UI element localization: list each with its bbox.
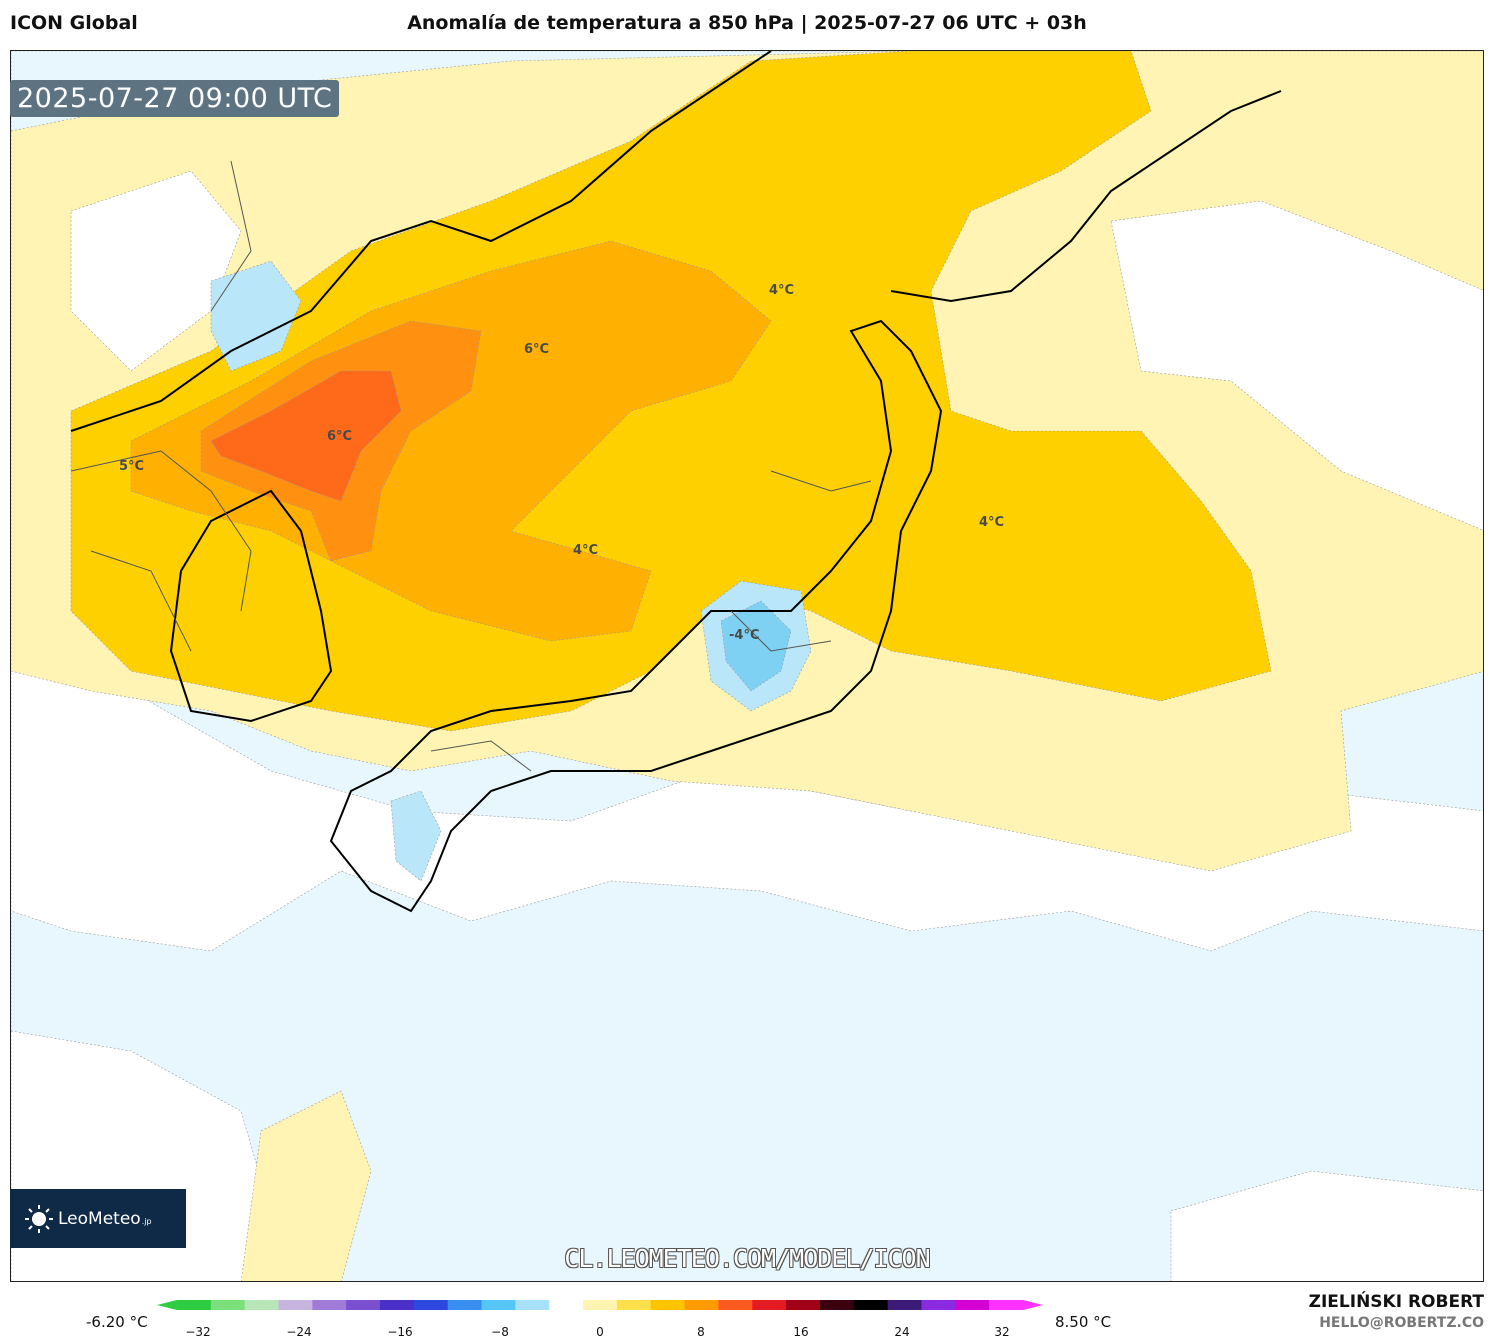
- temperature-anomaly-map: 4°C 6°C 6°C 5°C 4°C 4°C -4°C: [10, 50, 1484, 1282]
- contour-label: 4°C: [769, 283, 795, 298]
- valid-time-badge: 2025-07-27 09:00 UTC: [10, 80, 340, 117]
- colorbar-swatch: [244, 1300, 280, 1310]
- contour-label: 4°C: [979, 515, 1005, 530]
- colorbar-swatch: [583, 1300, 618, 1310]
- hottest-core: [210, 370, 402, 502]
- colorbar-max-arrow: [1023, 1300, 1043, 1310]
- admin-borders: [70, 160, 872, 772]
- colorbar-swatch: [616, 1300, 652, 1310]
- colorbar-swatch: [413, 1300, 449, 1310]
- sun-icon: [25, 1204, 53, 1233]
- map-canvas: [11, 51, 1483, 1281]
- colorbar-swatch: [515, 1300, 550, 1310]
- neutral-north-west: [70, 170, 242, 372]
- colorbar-swatch: [819, 1300, 855, 1310]
- logo-tld: .jp: [141, 1217, 152, 1226]
- colorbar-tick: 32: [994, 1325, 1010, 1339]
- neutral-southeast: [1170, 1170, 1483, 1281]
- coastline-korea-japan: [70, 51, 1282, 913]
- leometeo-logo[interactable]: LeoMeteo .jp: [10, 1189, 186, 1248]
- colorbar-min-label: -6.20 °C: [86, 1313, 148, 1331]
- cold-patch-kyushu: [390, 790, 442, 882]
- cold-core-honshu: [720, 600, 792, 692]
- colorbar-swatch: [853, 1300, 889, 1310]
- colorbar-swatch: [650, 1300, 686, 1310]
- model-name: ICON Global: [10, 12, 138, 34]
- colorbar-swatch: [921, 1300, 956, 1310]
- colorbar-tick: 16: [793, 1325, 809, 1339]
- colorbar-swatch: [481, 1300, 516, 1310]
- colorbar-swatch: [718, 1300, 753, 1310]
- colorbar-tick: −16: [387, 1325, 413, 1339]
- colorbar-swatch: [786, 1300, 821, 1310]
- colorbar-swatch: [989, 1300, 1024, 1310]
- colorbar-swatch: [278, 1300, 313, 1310]
- neutral-band: [11, 650, 1483, 952]
- contour-label: -4°C: [729, 628, 760, 643]
- colorbar-swatch: [752, 1300, 787, 1310]
- colorbar-max-label: 8.50 °C: [1055, 1313, 1112, 1331]
- colorbar-tick: −8: [491, 1325, 509, 1339]
- colorbar-swatch: [887, 1300, 922, 1310]
- warm-light-south: [240, 1090, 372, 1281]
- map-title: Anomalía de temperatura a 850 hPa | 2025…: [407, 12, 1087, 34]
- author-name: ZIELIŃSKI ROBERT: [1308, 1292, 1484, 1312]
- neutral-north-east: [1110, 200, 1483, 531]
- colorbar-swatch: [380, 1300, 415, 1310]
- colorbar-swatch: [346, 1300, 381, 1310]
- hot-region: [130, 240, 772, 642]
- colorbar-min-arrow: [157, 1300, 177, 1310]
- colorbar-tick: −24: [286, 1325, 312, 1339]
- logo-text: LeoMeteo: [58, 1208, 141, 1229]
- contour-label: 6°C: [327, 429, 353, 444]
- colorbar-swatch: [684, 1300, 719, 1310]
- watermark-url: CL.LEOMETEO.COM/MODEL/ICON: [564, 1244, 930, 1273]
- contour-label: 4°C: [573, 543, 599, 558]
- colorbar-swatch: [210, 1300, 246, 1310]
- colorbar-swatch: [312, 1300, 347, 1310]
- colorbar-tick: 0: [596, 1325, 604, 1339]
- colorbar-swatch: [549, 1300, 584, 1310]
- colorbar: [157, 1300, 1043, 1310]
- colorbar-tick: −32: [185, 1325, 211, 1339]
- colorbar-swatch: [447, 1300, 483, 1310]
- colorbar-tick: 24: [894, 1325, 910, 1339]
- colorbar-swatch: [177, 1300, 212, 1310]
- contour-label: 6°C: [524, 342, 550, 357]
- cold-patch-north: [210, 260, 302, 372]
- contour-label: 5°C: [119, 459, 145, 474]
- colorbar-tick: 8: [697, 1325, 705, 1339]
- author-email: HELLO@ROBERTZ.CO: [1319, 1315, 1484, 1331]
- colorbar-swatch: [955, 1300, 990, 1310]
